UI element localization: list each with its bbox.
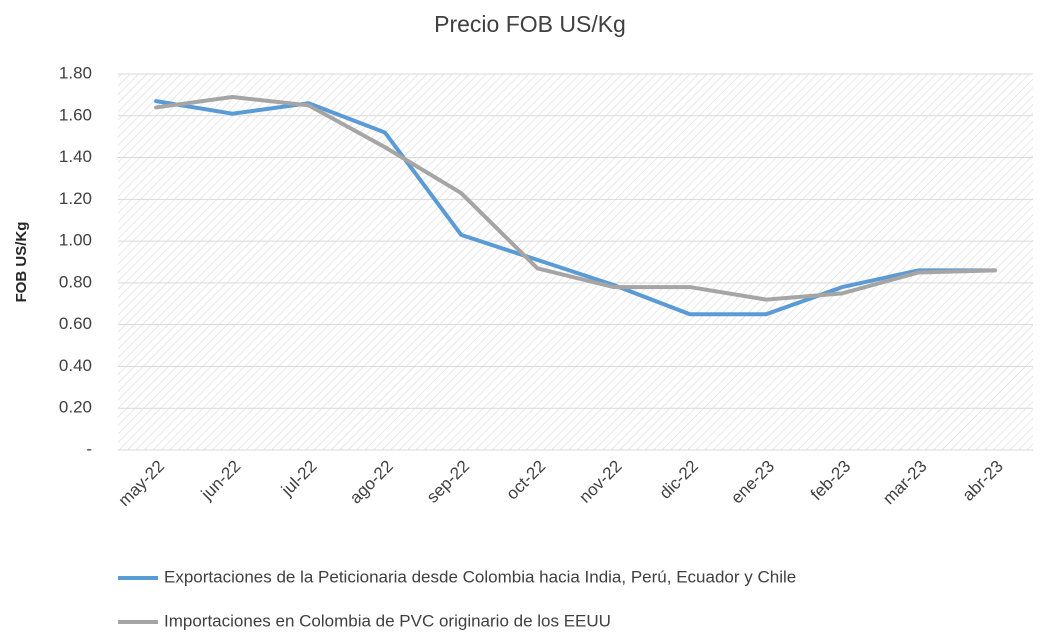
x-tick-label: feb-23 (807, 457, 855, 505)
series-line (154, 94, 997, 302)
x-tick-label: mar-23 (879, 457, 931, 509)
y-tick-label: 0.80 (59, 272, 92, 291)
legend-label: Exportaciones de la Peticionaria desde C… (164, 567, 796, 586)
y-tick-label: 1.60 (59, 105, 92, 124)
y-tick-label: - (86, 439, 92, 458)
y-tick-label: 0.20 (59, 398, 92, 417)
x-tick-label: may-22 (115, 457, 169, 511)
x-tick-label: oct-22 (503, 457, 550, 504)
x-tick-label: abr-23 (959, 457, 1007, 505)
x-tick-label: ene-23 (727, 457, 778, 508)
legend-label: Importaciones en Colombia de PVC origina… (164, 611, 611, 630)
y-tick-label: 0.60 (59, 314, 92, 333)
y-tick-label: 1.40 (59, 147, 92, 166)
x-tick-label: dic-22 (656, 457, 702, 503)
chart-title: Precio FOB US/Kg (434, 11, 626, 37)
y-tick-label: 1.80 (59, 63, 92, 82)
plot-area (118, 74, 1033, 450)
x-tick-label: jul-22 (277, 457, 321, 501)
x-tick-label: sep-22 (423, 457, 473, 507)
x-tick-label: nov-22 (575, 457, 625, 507)
y-axis-label: FOB US/Kg (13, 222, 30, 303)
x-tick-label: jun-22 (197, 457, 245, 505)
y-tick-label: 1.20 (59, 189, 92, 208)
y-tick-label: 1.00 (59, 231, 92, 250)
x-tick-label: ago-22 (346, 457, 397, 508)
y-tick-label: 0.40 (59, 356, 92, 375)
